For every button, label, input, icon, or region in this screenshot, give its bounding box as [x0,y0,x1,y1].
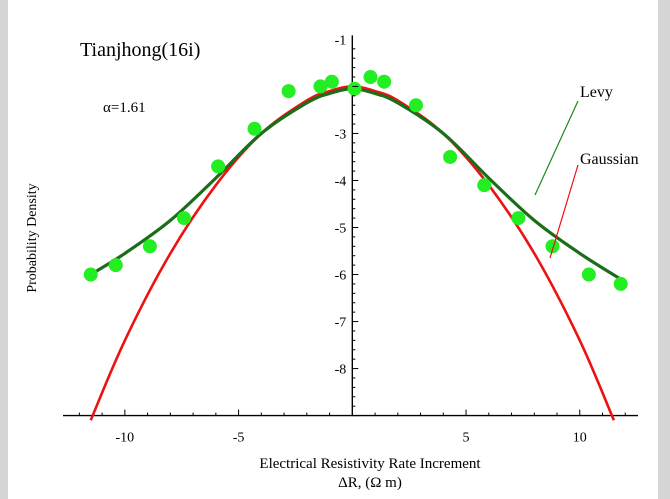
data-point [377,74,392,89]
x-axis-unit-label: ΔR, (Ω m) [338,475,402,491]
data-point [347,81,362,96]
data-point [142,239,157,254]
y-axis-label: Probability Density [25,183,40,292]
chart-panel: -10 -5 5 10 -1 -3 -4 -5 -6 -7 -8 Tianjhong(16i) α=… [8,0,658,499]
alpha-annotation: α=1.61 [103,100,146,116]
y-tick-label: -8 [335,363,347,378]
y-tick-label: -5 [335,222,347,237]
data-point [324,74,339,89]
levy-curve [89,87,622,281]
data-points [83,70,628,291]
data-point [477,178,492,193]
data-point [281,84,296,99]
data-point [83,267,98,282]
data-point [545,239,560,254]
y-tick-label: -3 [335,127,347,142]
x-tick-label: 10 [573,431,587,446]
x-tick-label: -5 [233,431,245,446]
data-point [409,98,423,113]
gaussian-pointer [549,164,579,259]
x-axis-label: Electrical Resistivity Rate Increment [259,456,481,472]
levy-pointer [534,100,579,196]
data-point [247,121,262,136]
data-point [211,159,226,174]
chart-title: Tianjhong(16i) [80,39,200,61]
gaussian-label: Gaussian [580,151,639,168]
y-tick-label: -7 [335,316,347,331]
data-point [511,211,526,226]
y-tick-label: -6 [335,269,347,284]
ticks: -10 -5 5 10 -1 -3 -4 -5 -6 -7 -8 [78,33,626,446]
data-point [313,79,328,94]
curves [89,85,622,421]
y-tick-label: -4 [335,174,347,189]
x-tick-label: -10 [116,431,135,446]
data-point [363,70,378,85]
data-point [581,267,596,282]
data-point [177,211,191,226]
chart-svg: -10 -5 5 10 -1 -3 -4 -5 -6 -7 -8 Tianjhong(16i) α=… [25,33,639,491]
y-tick-label: -1 [335,33,347,48]
data-point [443,149,458,164]
levy-label: Levy [580,84,613,101]
x-tick-label: 5 [463,431,470,446]
axes [63,35,638,417]
data-point [108,258,123,273]
data-point [613,276,628,291]
